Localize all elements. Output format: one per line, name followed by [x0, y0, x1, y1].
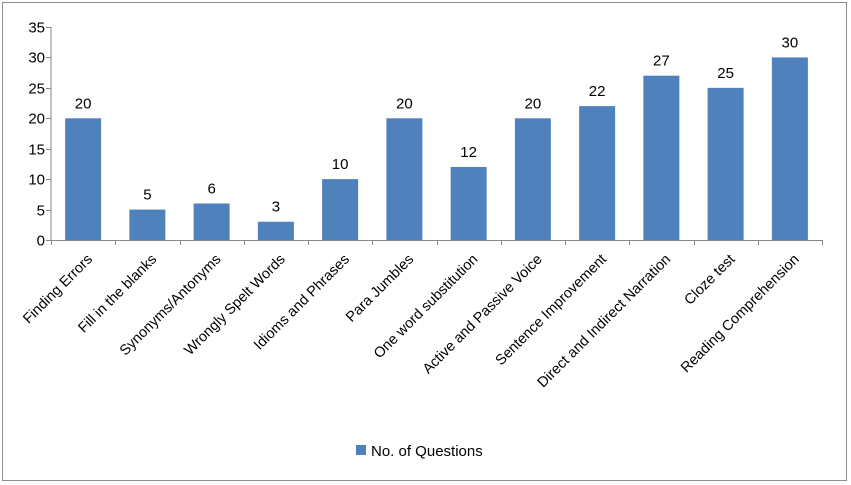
- y-tick-label: 35: [28, 20, 45, 37]
- bar: [65, 118, 102, 240]
- data-label: 20: [396, 95, 413, 112]
- bar: [643, 75, 680, 240]
- bar: [514, 118, 551, 240]
- bar: [771, 57, 808, 240]
- category-label: One word substitution: [371, 252, 481, 362]
- y-tick-label: 0: [37, 233, 45, 250]
- bar: [707, 87, 744, 240]
- y-tick-label: 10: [28, 172, 45, 189]
- category-label: Sentence Improvement: [493, 252, 610, 369]
- data-label: 3: [272, 199, 280, 216]
- bar: [257, 221, 294, 240]
- data-label: 25: [717, 65, 734, 82]
- bar: [322, 179, 359, 240]
- bar: [386, 118, 423, 240]
- data-label: 6: [207, 180, 215, 197]
- category-label: Active and Passive Voice: [420, 252, 546, 378]
- legend-label: No. of Questions: [371, 443, 483, 460]
- y-tick-label: 25: [28, 81, 45, 98]
- bar: [129, 209, 166, 240]
- category-label: Reading Comprehension: [678, 252, 803, 377]
- legend-swatch: [356, 445, 366, 455]
- category-label: Cloze test: [682, 252, 739, 309]
- data-label: 12: [460, 144, 477, 161]
- data-label: 20: [525, 95, 542, 112]
- data-label: 20: [75, 95, 92, 112]
- y-tick-label: 15: [28, 142, 45, 159]
- y-tick-label: 20: [28, 111, 45, 128]
- y-tick-label: 5: [37, 203, 45, 220]
- data-label: 22: [589, 83, 606, 100]
- data-label: 30: [782, 34, 799, 51]
- bar: [579, 106, 616, 240]
- category-label: Direct and Indirect Narration: [535, 252, 675, 392]
- bar: [193, 203, 230, 240]
- data-label: 5: [143, 187, 151, 204]
- y-tick-label: 30: [28, 50, 45, 67]
- bar: [450, 166, 487, 240]
- data-label: 10: [332, 156, 349, 173]
- data-label: 27: [653, 53, 670, 70]
